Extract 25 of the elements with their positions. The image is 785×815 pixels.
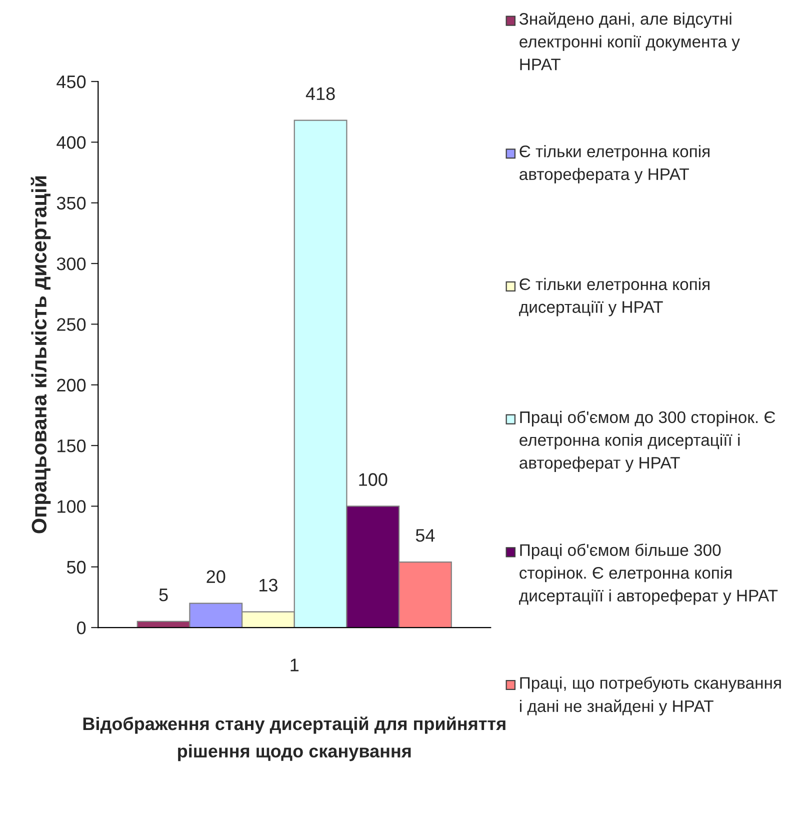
y-tick-label: 100 bbox=[58, 500, 86, 513]
y-tick-label: 150 bbox=[58, 439, 86, 452]
y-tick-label: 300 bbox=[56, 257, 86, 270]
y-tick-label: 400 bbox=[56, 136, 86, 149]
legend-label: Праці, що потребують сканування і дані не знайдені у НРАТ bbox=[520, 676, 781, 716]
y-tick-label: 0 bbox=[76, 621, 86, 634]
legend-label: Праці об'ємом до 300 сторінок. Є елетронна копія дисертаціїї і автореферат у НРАТ bbox=[520, 410, 776, 472]
y-tick-label: 50 bbox=[66, 560, 86, 574]
data-label: 54 bbox=[416, 529, 435, 542]
y-axis-title: Опрацьована кількість дисертацій bbox=[30, 176, 51, 534]
y-tick-label: 200 bbox=[57, 378, 86, 392]
legend-label: Знайдено дані, але відсутні електронні копії документа у НРАТ bbox=[519, 12, 740, 70]
y-tick-label: 350 bbox=[56, 196, 86, 210]
data-label: 20 bbox=[206, 570, 226, 584]
data-label: 418 bbox=[306, 87, 335, 100]
y-tick-label: 250 bbox=[57, 318, 86, 331]
legend-label: Є тільки елетронна копія дисертаціїї у НРАТ bbox=[519, 278, 710, 316]
data-label: 100 bbox=[359, 473, 388, 486]
x-tick-label: 1 bbox=[290, 658, 299, 672]
data-label: 5 bbox=[159, 588, 168, 602]
y-tick-label: 450 bbox=[56, 75, 86, 88]
x-axis-title: Відображення стану дисертацій для прийняття рішення щодо сканування bbox=[83, 716, 506, 762]
legend-label: Праці об'ємом більше 300 сторінок. Є елетронна копія дисертаціїї і автореферат у НРАТ bbox=[519, 544, 778, 605]
legend-label: Є тільки елетронна копія автореферата у НРАТ bbox=[520, 145, 710, 184]
data-label: 13 bbox=[260, 578, 278, 592]
